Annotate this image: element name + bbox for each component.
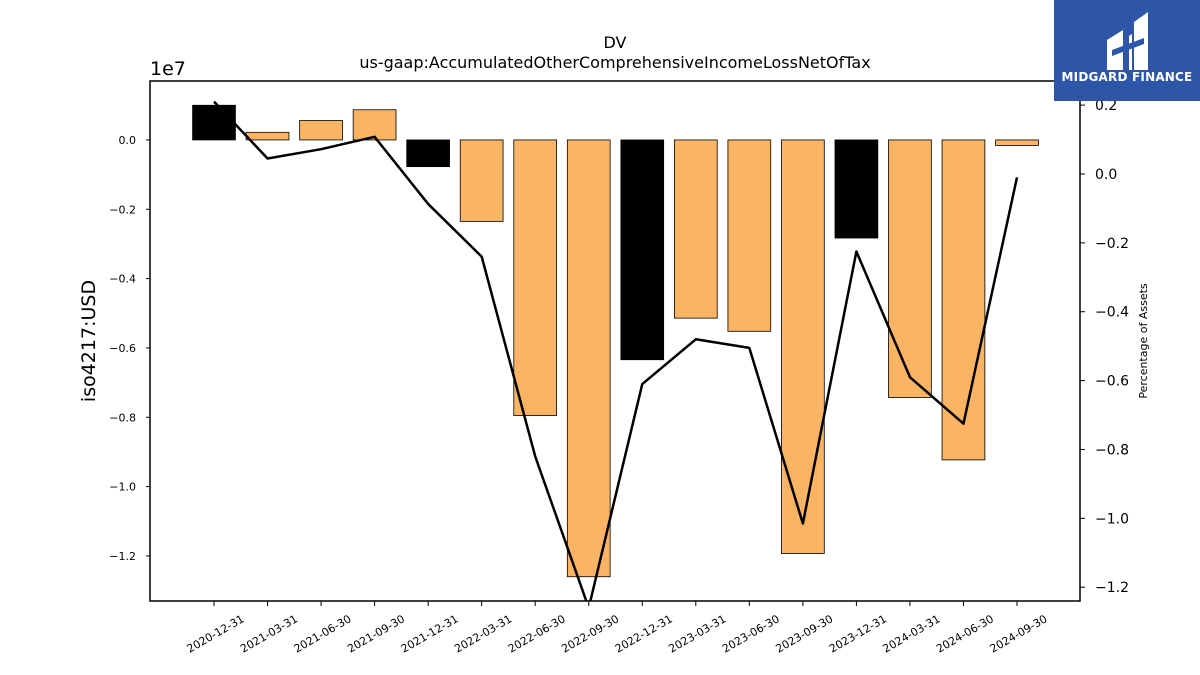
bar-2024-03-31 — [888, 139, 932, 398]
y-tick-label: −0.6 — [109, 342, 136, 355]
y2-tick-label: 0.0 — [1095, 167, 1117, 183]
logo-text: MIDGARD FINANCE — [1061, 70, 1193, 84]
x-tick-label: 2021-03-31 — [238, 612, 300, 655]
x-tick-label: 2022-09-30 — [559, 612, 621, 655]
x-tick-label: 2022-06-30 — [506, 612, 568, 655]
bar-2021-06-30 — [299, 120, 343, 141]
bar-2022-12-31 — [620, 139, 665, 361]
chart-title: DV — [604, 33, 627, 52]
x-tick-label: 2021-12-31 — [399, 612, 461, 655]
y-tick-label: 0.0 — [119, 134, 137, 147]
x-tick-label: 2023-09-30 — [773, 612, 835, 655]
y2-tick-label: −0.2 — [1095, 236, 1129, 252]
y2-ticks: 0.2 0.0 −0.2 −0.4 −0.6 −0.8 −1.0 −1.2 — [1080, 98, 1129, 596]
bar-2022-03-31 — [459, 139, 504, 222]
y-ticks: 0.0 −0.2 −0.4 −0.6 −0.8 −1.0 −1.2 — [109, 134, 150, 563]
y2-axis-label: Percentage of Assets — [1137, 283, 1150, 399]
bar-2023-06-30 — [727, 139, 772, 332]
y2-tick-label: −1.0 — [1095, 511, 1129, 527]
x-tick-label: 2024-03-31 — [881, 612, 943, 655]
x-tick-label: 2023-03-31 — [666, 612, 728, 655]
x-tick-label: 2024-06-30 — [934, 612, 996, 655]
bar-2020-12-31 — [192, 104, 236, 141]
bar-2021-09-30 — [352, 109, 397, 141]
bar-2021-03-31 — [245, 131, 290, 141]
bar-2021-12-31 — [406, 139, 450, 168]
bar-2023-12-31 — [834, 139, 879, 239]
y-tick-label: −1.2 — [109, 550, 136, 563]
plot-frame — [149, 80, 1081, 602]
bar-2024-09-30 — [995, 139, 1039, 146]
x-tick-label: 2023-12-31 — [827, 612, 889, 655]
line-layer — [213, 100, 1019, 601]
y2-tick-label: −0.4 — [1095, 305, 1129, 321]
y-tick-label: −0.8 — [109, 411, 136, 424]
bar-2024-06-30 — [941, 139, 986, 461]
offset-text: 1e7 — [150, 58, 186, 80]
logo-mark-icon — [1107, 12, 1148, 70]
x-tick-label: 2024-09-30 — [988, 612, 1050, 655]
y-tick-label: −0.4 — [109, 273, 136, 286]
y2-tick-label: −1.2 — [1095, 580, 1129, 596]
chart-subtitle: us-gaap:AccumulatedOtherComprehensiveInc… — [359, 53, 870, 72]
x-tick-label: 2022-03-31 — [452, 612, 514, 655]
x-tick-label: 2023-06-30 — [720, 612, 782, 655]
x-tick-label: 2020-12-31 — [185, 612, 247, 655]
percentage-of-assets-line — [213, 100, 1019, 601]
y2-tick-label: −0.6 — [1095, 374, 1129, 390]
y-tick-label: −1.0 — [109, 481, 136, 494]
logo: MIDGARD FINANCE — [1054, 0, 1200, 101]
x-tick-label: 2021-06-30 — [292, 612, 354, 655]
bar-2023-09-30 — [781, 139, 825, 554]
x-ticks: 2020-12-312021-03-312021-06-302021-09-30… — [185, 601, 1050, 656]
bar-2023-03-31 — [673, 139, 718, 319]
y2-tick-label: 0.2 — [1095, 98, 1117, 114]
x-tick-label: 2022-12-31 — [613, 612, 675, 655]
bars-layer — [192, 104, 1039, 578]
y-tick-label: −0.2 — [109, 203, 136, 216]
bar-2022-09-30 — [566, 139, 611, 578]
x-tick-label: 2021-09-30 — [345, 612, 407, 655]
y-axis-label: iso4217:USD — [78, 280, 100, 402]
y2-tick-label: −0.8 — [1095, 442, 1129, 458]
bar-2022-06-30 — [513, 139, 558, 416]
